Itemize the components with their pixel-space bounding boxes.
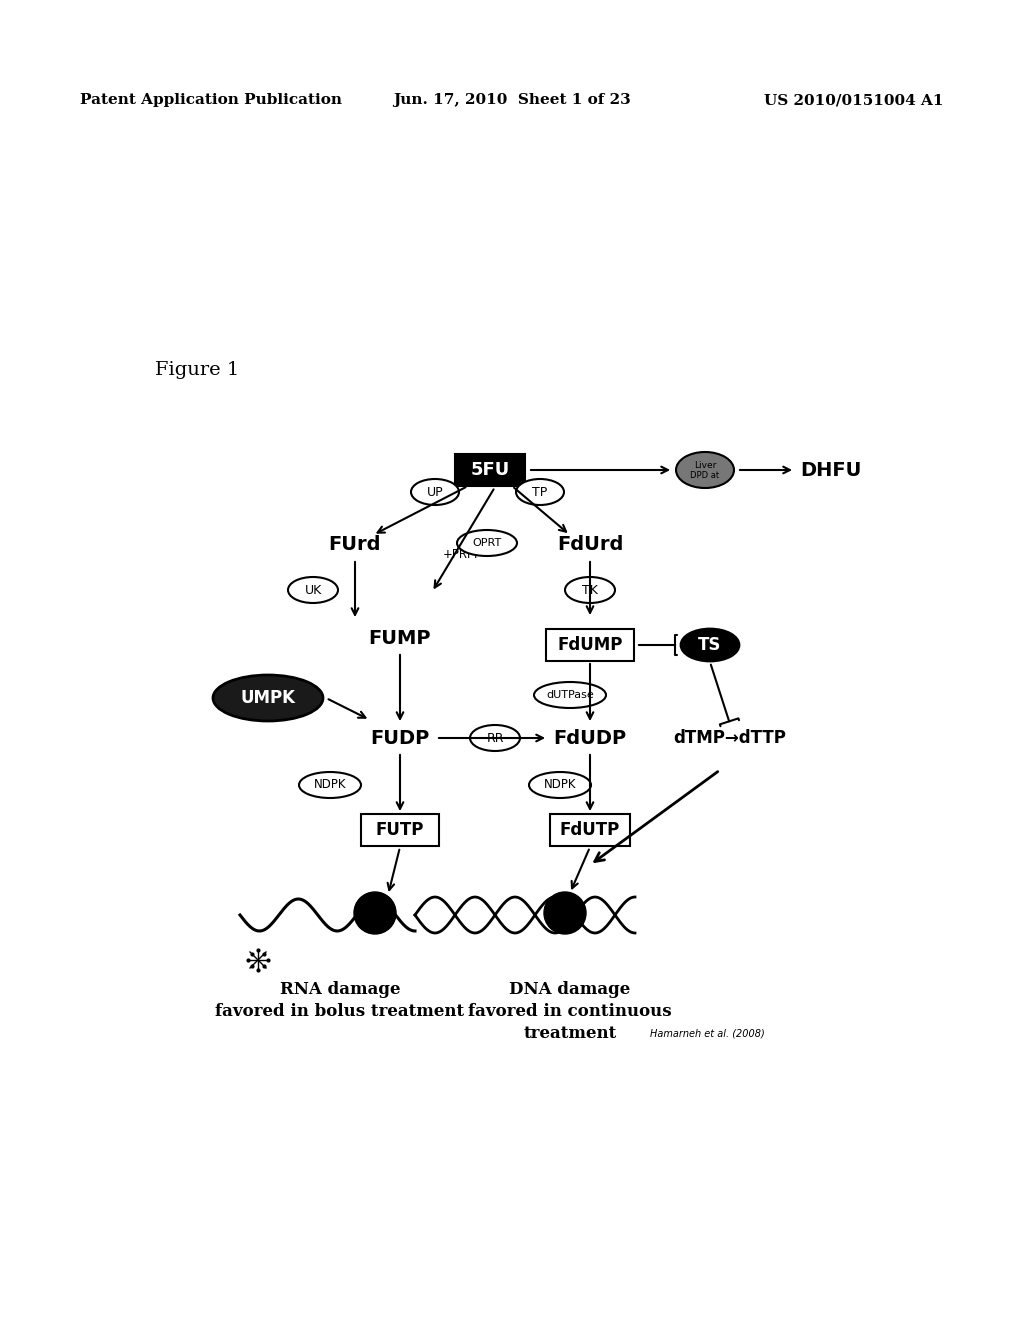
- Text: +PRPP: +PRPP: [442, 549, 481, 561]
- Ellipse shape: [676, 451, 734, 488]
- Text: OPRT: OPRT: [472, 539, 502, 548]
- Ellipse shape: [457, 531, 517, 556]
- Ellipse shape: [470, 725, 520, 751]
- Text: FUDP: FUDP: [371, 729, 430, 747]
- Ellipse shape: [299, 772, 361, 799]
- FancyBboxPatch shape: [455, 454, 525, 486]
- Text: 5FU: 5FU: [470, 461, 510, 479]
- Circle shape: [354, 892, 396, 935]
- Ellipse shape: [565, 577, 615, 603]
- Circle shape: [544, 892, 586, 935]
- Text: favored in continuous: favored in continuous: [468, 1003, 672, 1020]
- Text: Figure 1: Figure 1: [155, 360, 240, 379]
- FancyBboxPatch shape: [550, 814, 630, 846]
- Ellipse shape: [534, 682, 606, 708]
- Text: FdUTP: FdUTP: [560, 821, 621, 840]
- Text: DHFU: DHFU: [800, 461, 861, 479]
- Ellipse shape: [529, 772, 591, 799]
- Text: Jun. 17, 2010  Sheet 1 of 23: Jun. 17, 2010 Sheet 1 of 23: [393, 92, 631, 107]
- Text: DNA damage: DNA damage: [509, 982, 631, 998]
- Text: UMPK: UMPK: [241, 689, 296, 708]
- Ellipse shape: [288, 577, 338, 603]
- Text: NDPK: NDPK: [313, 779, 346, 792]
- Ellipse shape: [411, 479, 459, 506]
- Text: FUTP: FUTP: [376, 821, 424, 840]
- Ellipse shape: [516, 479, 564, 506]
- FancyBboxPatch shape: [546, 630, 634, 661]
- Text: FUrd: FUrd: [329, 536, 381, 554]
- Text: FUMP: FUMP: [369, 628, 431, 648]
- Text: FdUDP: FdUDP: [553, 729, 627, 747]
- Text: favored in bolus treatment: favored in bolus treatment: [215, 1003, 465, 1020]
- Ellipse shape: [681, 630, 739, 661]
- Text: NDPK: NDPK: [544, 779, 577, 792]
- Text: TS: TS: [698, 636, 722, 653]
- Text: US 2010/0151004 A1: US 2010/0151004 A1: [765, 92, 944, 107]
- Text: DPD at: DPD at: [690, 471, 720, 480]
- Text: dUTPase: dUTPase: [546, 690, 594, 700]
- Text: treatment: treatment: [523, 1026, 616, 1043]
- Ellipse shape: [213, 675, 323, 721]
- Text: dTMP→dTTP: dTMP→dTTP: [674, 729, 786, 747]
- Ellipse shape: [678, 453, 732, 487]
- Text: Hamarneh et al. (2008): Hamarneh et al. (2008): [650, 1030, 765, 1039]
- Text: TP: TP: [532, 486, 548, 499]
- Text: FdUMP: FdUMP: [557, 636, 623, 653]
- FancyBboxPatch shape: [361, 814, 439, 846]
- Text: UK: UK: [304, 583, 322, 597]
- Text: TK: TK: [582, 583, 598, 597]
- Text: Liver: Liver: [694, 461, 716, 470]
- Text: UP: UP: [427, 486, 443, 499]
- Text: RR: RR: [486, 731, 504, 744]
- Text: FdUrd: FdUrd: [557, 536, 624, 554]
- Text: Patent Application Publication: Patent Application Publication: [80, 92, 342, 107]
- Text: RNA damage: RNA damage: [280, 982, 400, 998]
